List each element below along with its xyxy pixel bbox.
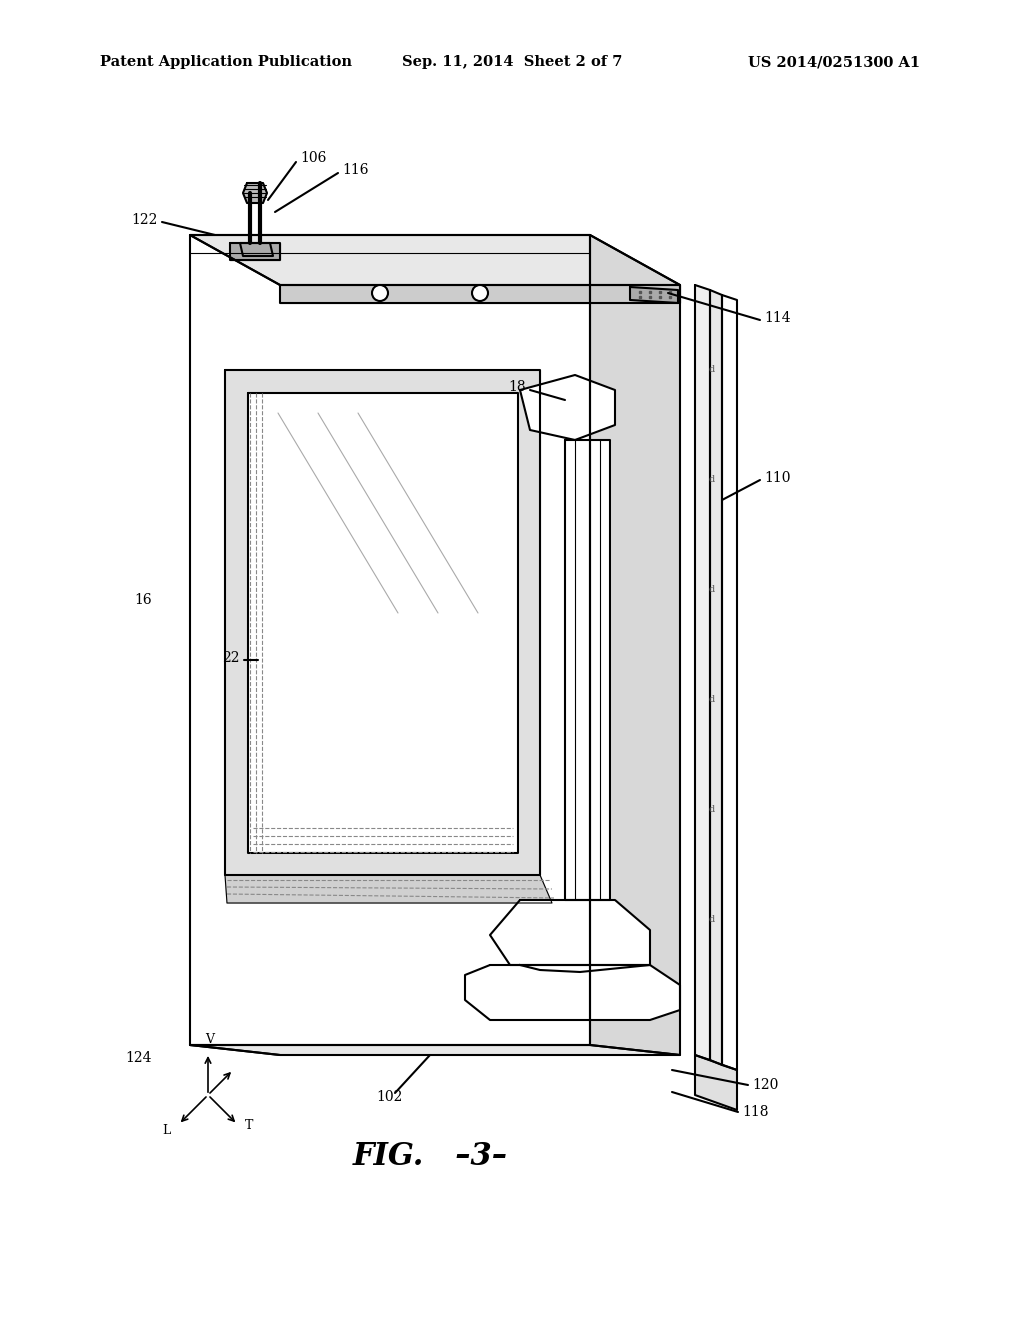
- Polygon shape: [240, 243, 273, 256]
- Text: 22: 22: [222, 651, 240, 665]
- Polygon shape: [248, 393, 518, 853]
- Polygon shape: [230, 243, 280, 260]
- Text: 114: 114: [764, 312, 791, 325]
- Polygon shape: [190, 1045, 680, 1055]
- Polygon shape: [190, 235, 590, 1045]
- Text: d: d: [709, 696, 715, 705]
- Text: d: d: [709, 475, 715, 484]
- Polygon shape: [565, 440, 610, 900]
- Circle shape: [472, 285, 488, 301]
- Text: V: V: [206, 1034, 214, 1045]
- Polygon shape: [280, 285, 680, 304]
- Text: d: d: [709, 586, 715, 594]
- Text: Patent Application Publication: Patent Application Publication: [100, 55, 352, 69]
- Polygon shape: [695, 285, 710, 1060]
- Polygon shape: [630, 286, 678, 304]
- Text: 124: 124: [126, 1051, 152, 1065]
- Text: 116: 116: [342, 162, 369, 177]
- Text: d: d: [709, 805, 715, 814]
- Text: 122: 122: [132, 213, 158, 227]
- Polygon shape: [465, 965, 680, 1020]
- Text: 120: 120: [752, 1078, 778, 1092]
- Text: T: T: [245, 1119, 254, 1133]
- Polygon shape: [520, 375, 615, 440]
- Polygon shape: [722, 294, 737, 1071]
- Polygon shape: [190, 235, 680, 285]
- Text: 110: 110: [764, 471, 791, 484]
- Text: US 2014/0251300 A1: US 2014/0251300 A1: [748, 55, 920, 69]
- Polygon shape: [695, 1055, 737, 1110]
- Polygon shape: [490, 900, 650, 965]
- Text: 18: 18: [508, 380, 526, 393]
- Text: d: d: [709, 366, 715, 375]
- Text: L: L: [163, 1125, 171, 1138]
- Text: 118: 118: [742, 1105, 768, 1119]
- Polygon shape: [710, 290, 722, 1065]
- Text: FIG.   –3–: FIG. –3–: [352, 1140, 508, 1172]
- Polygon shape: [590, 235, 680, 1055]
- Polygon shape: [225, 875, 552, 903]
- Polygon shape: [243, 183, 267, 203]
- Text: 102: 102: [377, 1090, 403, 1104]
- Text: d: d: [709, 916, 715, 924]
- Circle shape: [372, 285, 388, 301]
- Polygon shape: [225, 370, 540, 875]
- Text: Sep. 11, 2014  Sheet 2 of 7: Sep. 11, 2014 Sheet 2 of 7: [401, 55, 623, 69]
- Text: 16: 16: [134, 593, 152, 607]
- Text: 106: 106: [300, 150, 327, 165]
